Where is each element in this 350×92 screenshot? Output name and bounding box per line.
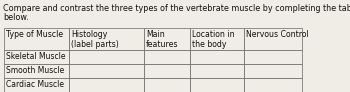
Text: Skeletal Muscle: Skeletal Muscle bbox=[6, 52, 66, 61]
Bar bbox=[190, 28, 244, 50]
Bar bbox=[144, 78, 190, 92]
Bar bbox=[4, 28, 69, 50]
Text: Nervous Control: Nervous Control bbox=[246, 30, 309, 39]
Bar bbox=[4, 64, 69, 78]
Bar bbox=[190, 50, 244, 64]
Text: Main
features: Main features bbox=[146, 30, 179, 49]
Bar bbox=[144, 64, 190, 78]
Bar bbox=[69, 50, 144, 64]
Text: Histology
(label parts): Histology (label parts) bbox=[71, 30, 119, 49]
Text: Cardiac Muscle: Cardiac Muscle bbox=[6, 80, 64, 89]
Text: Compare and contrast the three types of the vertebrate muscle by completing the : Compare and contrast the three types of … bbox=[3, 4, 350, 13]
Bar bbox=[244, 50, 302, 64]
Bar bbox=[244, 78, 302, 92]
Bar bbox=[69, 28, 144, 50]
Bar bbox=[69, 64, 144, 78]
Bar bbox=[4, 78, 69, 92]
Bar bbox=[244, 28, 302, 50]
Bar bbox=[190, 64, 244, 78]
Bar bbox=[4, 50, 69, 64]
Text: Type of Muscle: Type of Muscle bbox=[6, 30, 63, 39]
Bar bbox=[144, 50, 190, 64]
Bar bbox=[144, 28, 190, 50]
Text: Location in
the body: Location in the body bbox=[192, 30, 234, 49]
Bar bbox=[69, 78, 144, 92]
Text: Smooth Muscle: Smooth Muscle bbox=[6, 66, 64, 75]
Text: below.: below. bbox=[3, 13, 29, 22]
Bar bbox=[244, 64, 302, 78]
Bar bbox=[190, 78, 244, 92]
